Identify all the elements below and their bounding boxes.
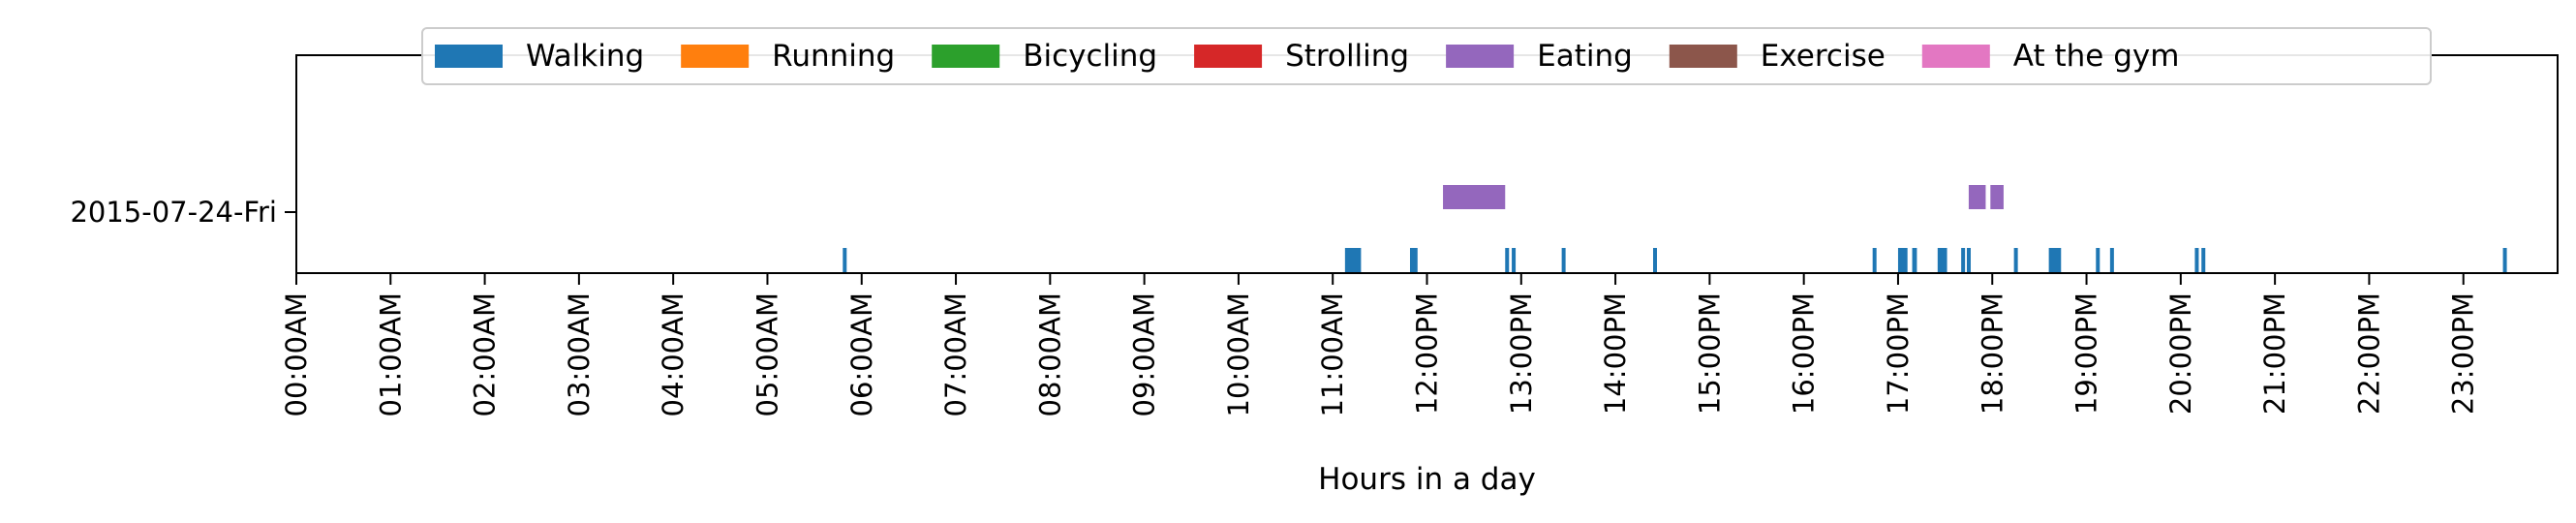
legend-swatch-walking (435, 45, 503, 68)
x-tick-label-5: 04:00AM (657, 292, 690, 416)
plot-frame (295, 54, 2559, 274)
walking-segment-2 (1344, 248, 1362, 273)
x-tick-label-24: 23:00PM (2447, 292, 2480, 415)
walking-segment-14 (2013, 248, 2018, 273)
x-tick-label-9: 08:00AM (1033, 292, 1066, 416)
walking-segment-11 (1937, 248, 1947, 273)
legend-box (421, 27, 2432, 85)
x-tick-label-2: 01:00AM (374, 292, 407, 416)
x-tick-label-23: 22:00PM (2352, 292, 2385, 415)
walking-segment-13 (1966, 248, 1971, 273)
x-tick-label-21: 20:00PM (2164, 292, 2197, 415)
walking-segment-8 (1872, 248, 1877, 273)
walking-segment-9 (1897, 248, 1908, 273)
x-tick-label-3: 02:00AM (469, 292, 502, 416)
x-tick-label-1: 00:00AM (280, 292, 313, 416)
legend-label-running: Running (772, 39, 895, 74)
x-axis: 00:00AM 01:00AM 02:00AM 03:00AM 04:00AM 05:00… (280, 273, 2480, 416)
walking-segment-17 (2109, 248, 2114, 273)
x-tick-label-10: 09:00AM (1128, 292, 1161, 416)
legend-label-eating: Eating (1537, 39, 1633, 74)
legend-swatch-exercise (1669, 45, 1737, 68)
x-tick-label-16: 15:00PM (1693, 292, 1726, 415)
y-tick-label-1: 2015-07-24-Fri (70, 196, 277, 229)
x-tick-label-19: 18:00PM (1976, 292, 2009, 415)
walking-segment-18 (2194, 248, 2199, 273)
legend-label-walking: Walking (526, 39, 644, 74)
walking-segment-16 (2096, 248, 2101, 273)
legend-swatch-running (681, 45, 750, 68)
walking-segment-1 (843, 248, 847, 273)
x-tick-label-17: 16:00PM (1788, 292, 1821, 415)
x-tick-label-15: 14:00PM (1599, 292, 1632, 415)
x-tick-label-7: 06:00AM (845, 292, 878, 416)
walking-segment-4 (1505, 248, 1510, 273)
x-tick-label-8: 07:00AM (939, 292, 972, 416)
eating-segment-1 (1443, 185, 1506, 209)
walking-segment-15 (2048, 248, 2062, 273)
chart-marks (843, 185, 2507, 273)
walking-segment-19 (2201, 248, 2206, 273)
walking-segment-5 (1512, 248, 1517, 273)
legend-label-exercise: Exercise (1761, 39, 1886, 74)
legend-swatch-eating (1446, 45, 1515, 68)
walking-segment-7 (1653, 248, 1657, 273)
legend-swatch-at-the-gym (1921, 45, 1990, 68)
x-tick-label-20: 19:00PM (2070, 292, 2103, 415)
x-tick-label-11: 10:00AM (1222, 292, 1255, 416)
y-axis: 2015-07-24-Fri (70, 196, 296, 229)
x-tick-label-6: 05:00AM (751, 292, 783, 416)
walking-segment-3 (1409, 248, 1418, 273)
eating-segment-2 (1968, 185, 1986, 209)
x-tick-label-22: 21:00PM (2258, 292, 2291, 415)
x-axis-label: Hours in a day (1318, 462, 1536, 497)
x-tick-label-4: 03:00AM (563, 292, 596, 416)
x-tick-label-14: 13:00PM (1505, 292, 1538, 415)
walking-segment-6 (1561, 248, 1566, 273)
legend-swatch-strolling (1194, 45, 1263, 68)
walking-segment-20 (2502, 248, 2507, 273)
legend-label-strolling: Strolling (1285, 39, 1409, 74)
legend-swatch-bicycling (932, 45, 1000, 68)
eating-segment-3 (1990, 185, 2004, 209)
x-tick-label-18: 17:00PM (1882, 292, 1915, 415)
legend-label-bicycling: Bicycling (1023, 39, 1157, 74)
walking-segment-12 (1961, 248, 1966, 273)
legend-label-at-the-gym: At the gym (2013, 39, 2180, 74)
legend: Walking Running Bicycling Strolling Eating Ex… (421, 27, 2432, 85)
x-tick-label-12: 11:00AM (1316, 292, 1349, 416)
x-tick-label-13: 12:00PM (1411, 292, 1444, 415)
walking-segment-10 (1912, 248, 1917, 273)
